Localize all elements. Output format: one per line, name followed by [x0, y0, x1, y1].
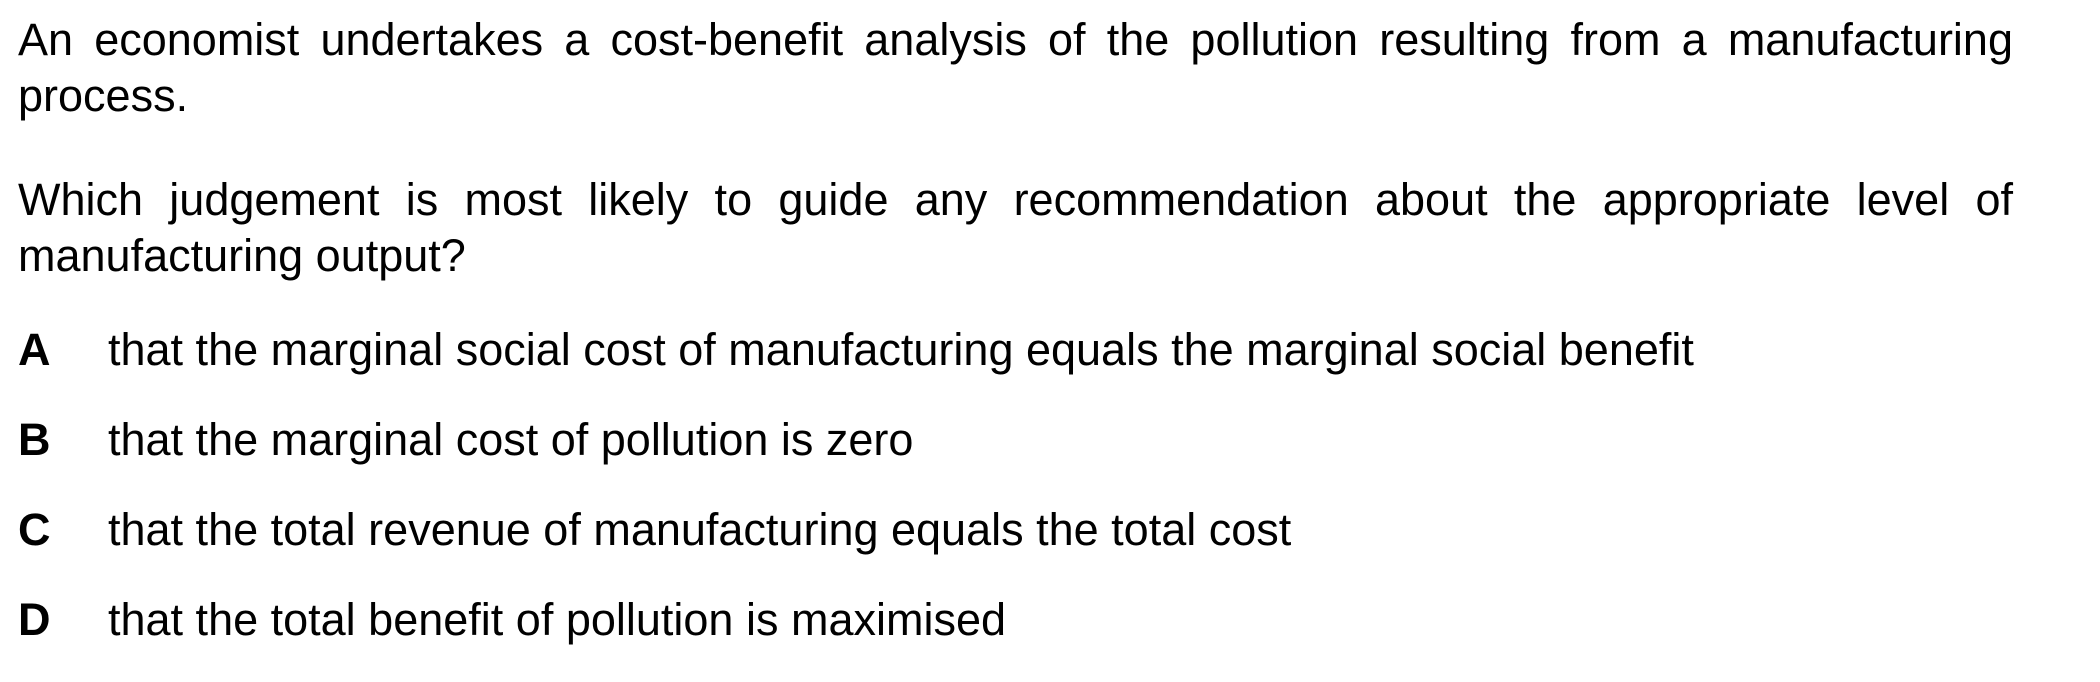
question-prompt: Which judgement is most likely to guide … — [18, 174, 2013, 281]
option-b[interactable]: B that the marginal cost of pollution is… — [18, 412, 2018, 468]
option-letter: B — [18, 414, 51, 465]
option-text: that the marginal cost of pollution is z… — [108, 414, 914, 465]
answer-options: A that the marginal social cost of manuf… — [18, 322, 2018, 682]
question-body: An economist undertakes a cost-benefit a… — [18, 12, 2013, 284]
question-stem: An economist undertakes a cost-benefit a… — [18, 14, 2013, 121]
option-letter: C — [18, 504, 51, 555]
option-a[interactable]: A that the marginal social cost of manuf… — [18, 322, 2018, 378]
option-d[interactable]: D that the total benefit of pollution is… — [18, 592, 2018, 648]
option-letter: D — [18, 594, 51, 645]
option-c[interactable]: C that the total revenue of manufacturin… — [18, 502, 2018, 558]
option-text: that the total revenue of manufacturing … — [108, 504, 1292, 555]
option-text: that the total benefit of pollution is m… — [108, 594, 1007, 645]
option-text: that the marginal social cost of manufac… — [108, 324, 1694, 375]
option-letter: A — [18, 324, 51, 375]
